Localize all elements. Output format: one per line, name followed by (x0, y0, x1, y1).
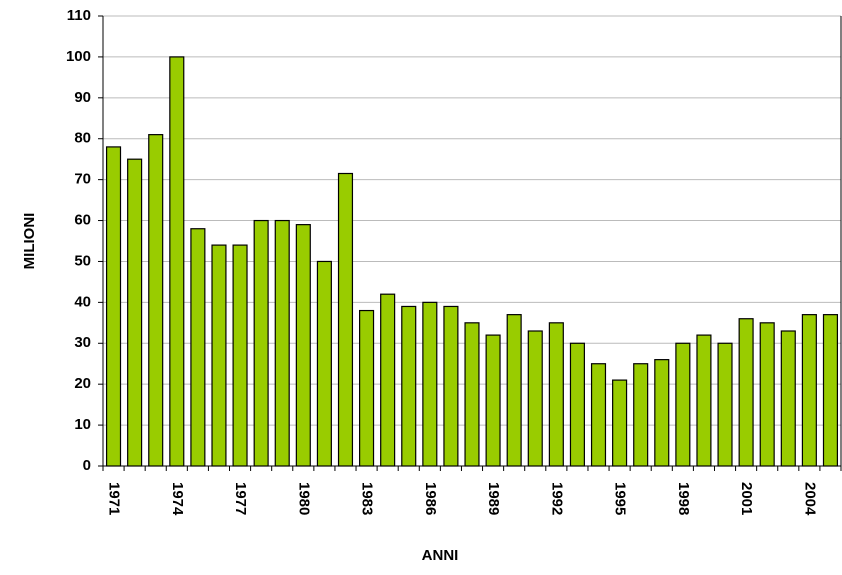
bar (127, 158, 143, 467)
bar (675, 342, 691, 467)
bar (190, 228, 206, 467)
y-tick-label: 110 (67, 7, 91, 24)
bar (738, 318, 754, 467)
bar (801, 314, 817, 467)
y-tick-label: 100 (66, 48, 91, 65)
bar (105, 146, 122, 467)
x-tick-label: 1986 (422, 482, 439, 515)
bar (633, 363, 649, 467)
bar (316, 260, 332, 467)
y-tick-label: 20 (74, 375, 91, 392)
bar (232, 244, 248, 467)
y-tick-label: 80 (74, 130, 91, 147)
bar (717, 342, 733, 467)
y-tick-label: 60 (74, 212, 91, 229)
bar (422, 301, 438, 467)
bar (612, 379, 628, 467)
bar (569, 342, 585, 467)
x-tick-label: 1995 (612, 482, 629, 515)
y-tick-label: 30 (74, 334, 91, 351)
bar (253, 219, 269, 467)
bar (295, 224, 311, 467)
y-axis-title: MILIONI (21, 213, 38, 270)
bar (359, 309, 375, 467)
x-tick-label: 1977 (232, 482, 249, 515)
x-tick-label: 2004 (801, 482, 818, 516)
x-tick-label: 1992 (548, 482, 565, 515)
bar (822, 314, 839, 467)
bar (759, 322, 775, 467)
y-tick-label: 10 (74, 416, 91, 433)
bar (401, 305, 417, 467)
y-tick-label: 40 (74, 293, 91, 310)
bar (274, 219, 290, 467)
y-tick-label: 90 (74, 89, 91, 106)
bar (211, 244, 227, 467)
x-tick-label: 1980 (295, 482, 312, 515)
x-axis-title: ANNI (422, 547, 459, 564)
bar (169, 56, 185, 467)
y-tick-label: 50 (74, 252, 91, 269)
bar (506, 314, 522, 467)
bar (380, 293, 396, 467)
bar (527, 330, 543, 467)
x-tick-label: 1971 (106, 482, 123, 515)
bar (696, 334, 712, 467)
bar (654, 359, 670, 467)
bar (337, 172, 354, 467)
y-tick-label: 70 (74, 171, 91, 188)
y-tick-label: 0 (83, 457, 91, 474)
bar (464, 322, 480, 467)
x-tick-label: 1998 (675, 482, 692, 515)
x-tick-label: 2001 (738, 482, 755, 515)
x-tick-label: 1974 (169, 482, 186, 516)
bar (780, 330, 796, 467)
bar (148, 134, 164, 467)
x-tick-label: 1983 (359, 482, 376, 515)
bar (443, 305, 459, 467)
bar (590, 363, 607, 467)
bar (548, 322, 564, 467)
bar (485, 334, 501, 467)
x-tick-label: 1989 (485, 482, 502, 515)
